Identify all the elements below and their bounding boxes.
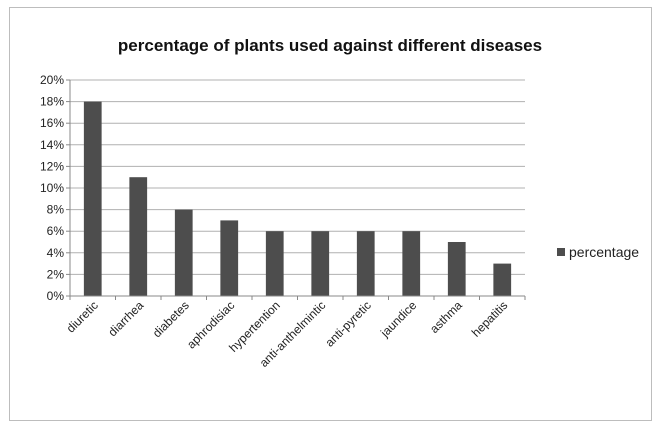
x-tick-label: jaundice	[377, 298, 419, 340]
x-tick-label: diuretic	[64, 298, 101, 335]
x-tick-label: diarrhea	[105, 298, 146, 339]
bar-anti-anthelmintic	[311, 231, 330, 296]
y-tick-label: 12%	[40, 159, 64, 173]
y-tick-label: 4%	[47, 246, 65, 260]
bar-jaundice	[402, 231, 421, 296]
x-tick-label: diabetes	[150, 298, 192, 340]
y-axis: 0% 2% 4% 6% 8% 10% 12% 14% 16% 18% 20%	[40, 73, 71, 303]
y-tick-label: 14%	[40, 138, 64, 152]
y-tick-label: 0%	[47, 289, 65, 303]
x-tick-label: hepatitis	[469, 298, 511, 340]
y-tick-label: 20%	[40, 73, 64, 87]
legend-swatch	[557, 248, 565, 256]
bar-diarrhea	[129, 177, 148, 296]
bar-hepatitis	[493, 263, 512, 296]
bar-hypertention	[265, 231, 284, 296]
legend: percentage	[557, 244, 639, 260]
bar-diuretic	[83, 101, 102, 296]
y-tick-label: 8%	[47, 203, 65, 217]
chart-frame: percentage of plants used against differ…	[9, 7, 652, 421]
y-tick-label: 16%	[40, 116, 64, 130]
chart-title: percentage of plants used against differ…	[117, 36, 543, 55]
bar-aphrodisiac	[220, 220, 239, 296]
y-tick-label: 10%	[40, 181, 64, 195]
bar-anti-pyretic	[356, 231, 375, 296]
y-tick-label: 18%	[40, 95, 64, 109]
legend-label: percentage	[569, 244, 640, 260]
x-tick-label: asthma	[427, 298, 465, 336]
bar-diabetes	[174, 209, 193, 296]
y-tick-label: 6%	[47, 224, 65, 238]
x-tick-label: anti-pyretic	[322, 298, 373, 349]
x-axis: diuretic diarrhea diabetesaphrodisiachyper…	[64, 295, 526, 370]
bar-asthma	[447, 242, 466, 296]
y-tick-label: 2%	[47, 267, 65, 281]
bars	[83, 101, 512, 296]
